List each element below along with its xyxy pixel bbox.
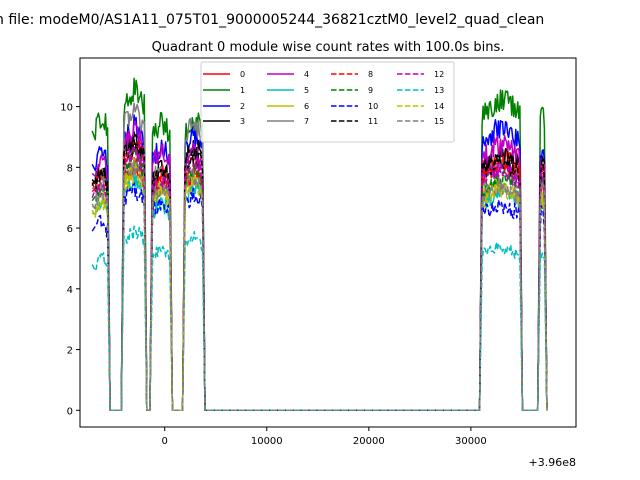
series-line-12 xyxy=(91,145,548,412)
y-axis: 0 2 4 6 8 10 xyxy=(60,103,80,417)
y-tick-label: 10 xyxy=(60,103,73,114)
y-tick-label: 6 xyxy=(67,224,73,235)
series-line-13 xyxy=(91,225,548,412)
legend-label-4: 4 xyxy=(304,70,309,79)
legend-label-0: 0 xyxy=(240,70,245,79)
x-tick-label: 20000 xyxy=(353,436,385,447)
y-tick-label: 2 xyxy=(67,346,73,357)
legend-label-7: 7 xyxy=(304,117,309,126)
series-line-4 xyxy=(91,120,548,412)
legend-label-5: 5 xyxy=(304,86,309,95)
x-axis-offset-label: +3.96e8 xyxy=(529,456,576,469)
series-line-14 xyxy=(91,164,548,412)
legend-label-9: 9 xyxy=(368,86,373,95)
legend-label-15: 15 xyxy=(434,117,444,126)
legend-label-1: 1 xyxy=(240,86,245,95)
y-tick-label: 0 xyxy=(67,406,73,417)
y-tick-label: 8 xyxy=(67,163,73,174)
series-line-10 xyxy=(91,182,548,412)
x-tick-label: 10000 xyxy=(251,436,283,447)
legend-label-6: 6 xyxy=(304,102,309,111)
series-line-15 xyxy=(91,160,548,412)
figure-suptitle: n file: modeM0/AS1A11_075T01_9000005244_… xyxy=(0,12,544,28)
legend-label-13: 13 xyxy=(434,86,444,95)
axes-frame xyxy=(79,57,577,428)
chart-title: Quadrant 0 module wise count rates with … xyxy=(152,40,505,55)
x-tick-label: 30000 xyxy=(455,436,487,447)
legend-label-12: 12 xyxy=(434,70,444,79)
series-group xyxy=(91,77,548,412)
x-axis: 0 10000 20000 30000 xyxy=(162,427,487,447)
legend-label-3: 3 xyxy=(240,117,245,126)
legend-label-11: 11 xyxy=(368,117,378,126)
legend-frame xyxy=(200,61,455,143)
legend-label-8: 8 xyxy=(368,70,373,79)
legend-label-14: 14 xyxy=(434,102,444,111)
series-line-11 xyxy=(91,136,548,412)
legend-label-2: 2 xyxy=(240,102,245,111)
y-tick-label: 4 xyxy=(67,285,73,296)
legend-label-10: 10 xyxy=(368,102,378,111)
x-tick-label: 0 xyxy=(162,436,168,447)
